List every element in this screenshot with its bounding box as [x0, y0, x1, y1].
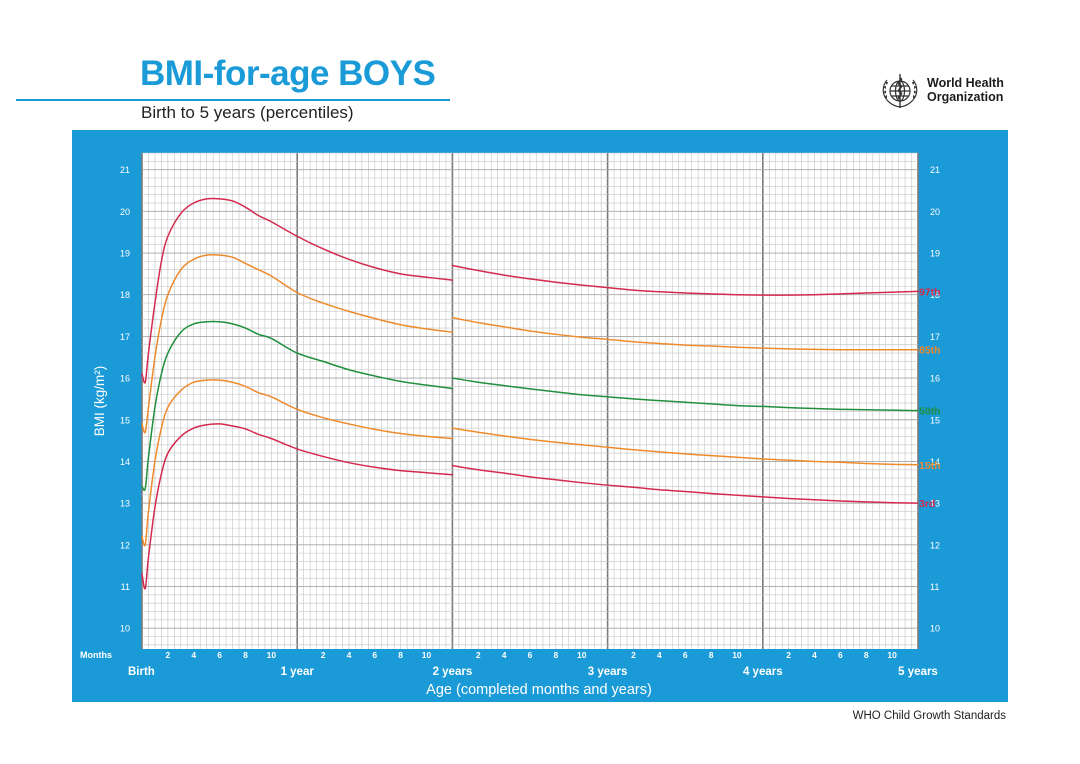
title-underline: [16, 99, 450, 101]
y-tick-label: 13: [930, 499, 940, 509]
y-tick-label: 16: [120, 374, 130, 384]
y-tick-label: 10: [930, 624, 940, 634]
curve-97th-segment-1: [141, 197, 454, 384]
x-tick-label: 8: [709, 650, 714, 660]
y-axis-left: 10 11 12 13 14 15 16 17 18 19 20 21: [120, 165, 130, 633]
x-major-tick-label: 2 years: [433, 666, 473, 678]
y-tick-label: 10: [120, 624, 130, 634]
x-tick-label: 10: [887, 650, 897, 660]
curve-3rd-segment-1: [141, 423, 454, 590]
x-axis-unit-label: Months: [80, 650, 112, 660]
y-tick-label: 14: [930, 457, 940, 467]
y-tick-label: 17: [930, 332, 940, 342]
y-tick-label: 19: [120, 249, 130, 259]
curve-3rd-segment-2: [451, 464, 919, 504]
y-tick-label: 17: [120, 332, 130, 342]
x-axis-title: Age (completed months and years): [426, 682, 652, 698]
x-tick-label: 6: [528, 650, 533, 660]
x-tick-label: 10: [422, 650, 432, 660]
y-tick-label: 18: [930, 290, 940, 300]
x-tick-label: 8: [243, 650, 248, 660]
x-tick-label: 6: [372, 650, 377, 660]
curve-97th-segment-2: [451, 264, 919, 296]
x-tick-label: 10: [267, 650, 277, 660]
grid-lines: [141, 152, 919, 649]
x-tick-label: 4: [191, 650, 196, 660]
y-tick-label: 11: [121, 582, 130, 592]
series-label-50th: 50th: [919, 406, 941, 418]
y-tick-label: 18: [120, 290, 130, 300]
x-tick-label: 2: [165, 650, 170, 660]
curve-50th-segment-1: [141, 320, 454, 492]
organization-name-line2: Organization: [927, 90, 1004, 104]
x-tick-label: 6: [683, 650, 688, 660]
x-axis: 2 4 6 8 10 2 4 6 8 10 2 4 6 8 10 2 4 6 8 10 2 4 6 8 10 Birth 1 yea…: [128, 650, 938, 678]
curve-85th-segment-1: [141, 253, 454, 434]
x-tick-label: 2: [321, 650, 326, 660]
x-tick-label: 8: [553, 650, 558, 660]
y-tick-label: 19: [930, 249, 940, 259]
x-tick-label: 4: [657, 650, 662, 660]
organization-name-line1: World Health: [927, 76, 1004, 90]
curve-50th-segment-2: [451, 377, 919, 412]
y-tick-label: 12: [120, 540, 130, 550]
x-tick-label: 2: [786, 650, 791, 660]
x-tick-label: 8: [864, 650, 869, 660]
x-tick-label: 10: [577, 650, 587, 660]
y-tick-label: 16: [930, 374, 940, 384]
organization-name: World Health Organization: [927, 76, 1019, 104]
x-tick-label: 4: [347, 650, 352, 660]
who-emblem-icon: [882, 74, 918, 108]
y-tick-label: 20: [120, 207, 130, 217]
x-tick-label: 10: [732, 650, 742, 660]
y-tick-label: 14: [120, 457, 130, 467]
series-label-3rd: 3rd: [919, 498, 935, 510]
y-axis-title: BMI (kg/m²): [92, 366, 107, 437]
x-major-tick-label: 5 years: [898, 666, 938, 678]
curve-85th-segment-2: [451, 316, 919, 351]
y-axis-right: 10 11 12 13 14 15 16 17 18 19 20 21: [930, 165, 940, 633]
page-title: BMI-for-age BOYS: [140, 54, 436, 93]
y-tick-label: 11: [930, 582, 939, 592]
x-tick-label: 6: [217, 650, 222, 660]
x-tick-label: 6: [838, 650, 843, 660]
percentile-labels: 97th 85th 50th 15th 3rd: [919, 286, 941, 510]
x-major-tick-label: 1 year: [281, 666, 315, 678]
who-logo: World Health Organization: [878, 70, 1018, 112]
x-major-tick-label: 4 years: [743, 666, 783, 678]
series-label-97th: 97th: [919, 286, 941, 298]
curve-15th-segment-1: [141, 379, 454, 547]
curve-15th-segment-2: [451, 427, 919, 466]
chart-panel: 10 11 12 13 14 15 16 17 18 19 20 21 10 11 12 13 14 15 16 1…: [72, 130, 1008, 702]
x-tick-label: 8: [398, 650, 403, 660]
y-tick-label: 12: [930, 540, 940, 550]
footer-source: WHO Child Growth Standards: [852, 710, 1006, 722]
series-label-15th: 15th: [919, 460, 941, 472]
page-subtitle: Birth to 5 years (percentiles): [141, 103, 354, 122]
y-tick-label: 20: [930, 207, 940, 217]
x-major-tick-label: Birth: [128, 666, 155, 678]
percentile-curves: [141, 197, 919, 590]
y-tick-label: 15: [120, 415, 130, 425]
x-tick-label: 4: [812, 650, 817, 660]
x-tick-label: 2: [476, 650, 481, 660]
y-tick-label: 13: [120, 499, 130, 509]
x-tick-label: 2: [631, 650, 636, 660]
x-major-tick-label: 3 years: [588, 666, 628, 678]
y-tick-label: 21: [930, 165, 940, 175]
x-tick-label: 4: [502, 650, 507, 660]
series-label-85th: 85th: [919, 345, 941, 357]
y-tick-label: 21: [120, 165, 130, 175]
y-tick-label: 15: [930, 415, 940, 425]
